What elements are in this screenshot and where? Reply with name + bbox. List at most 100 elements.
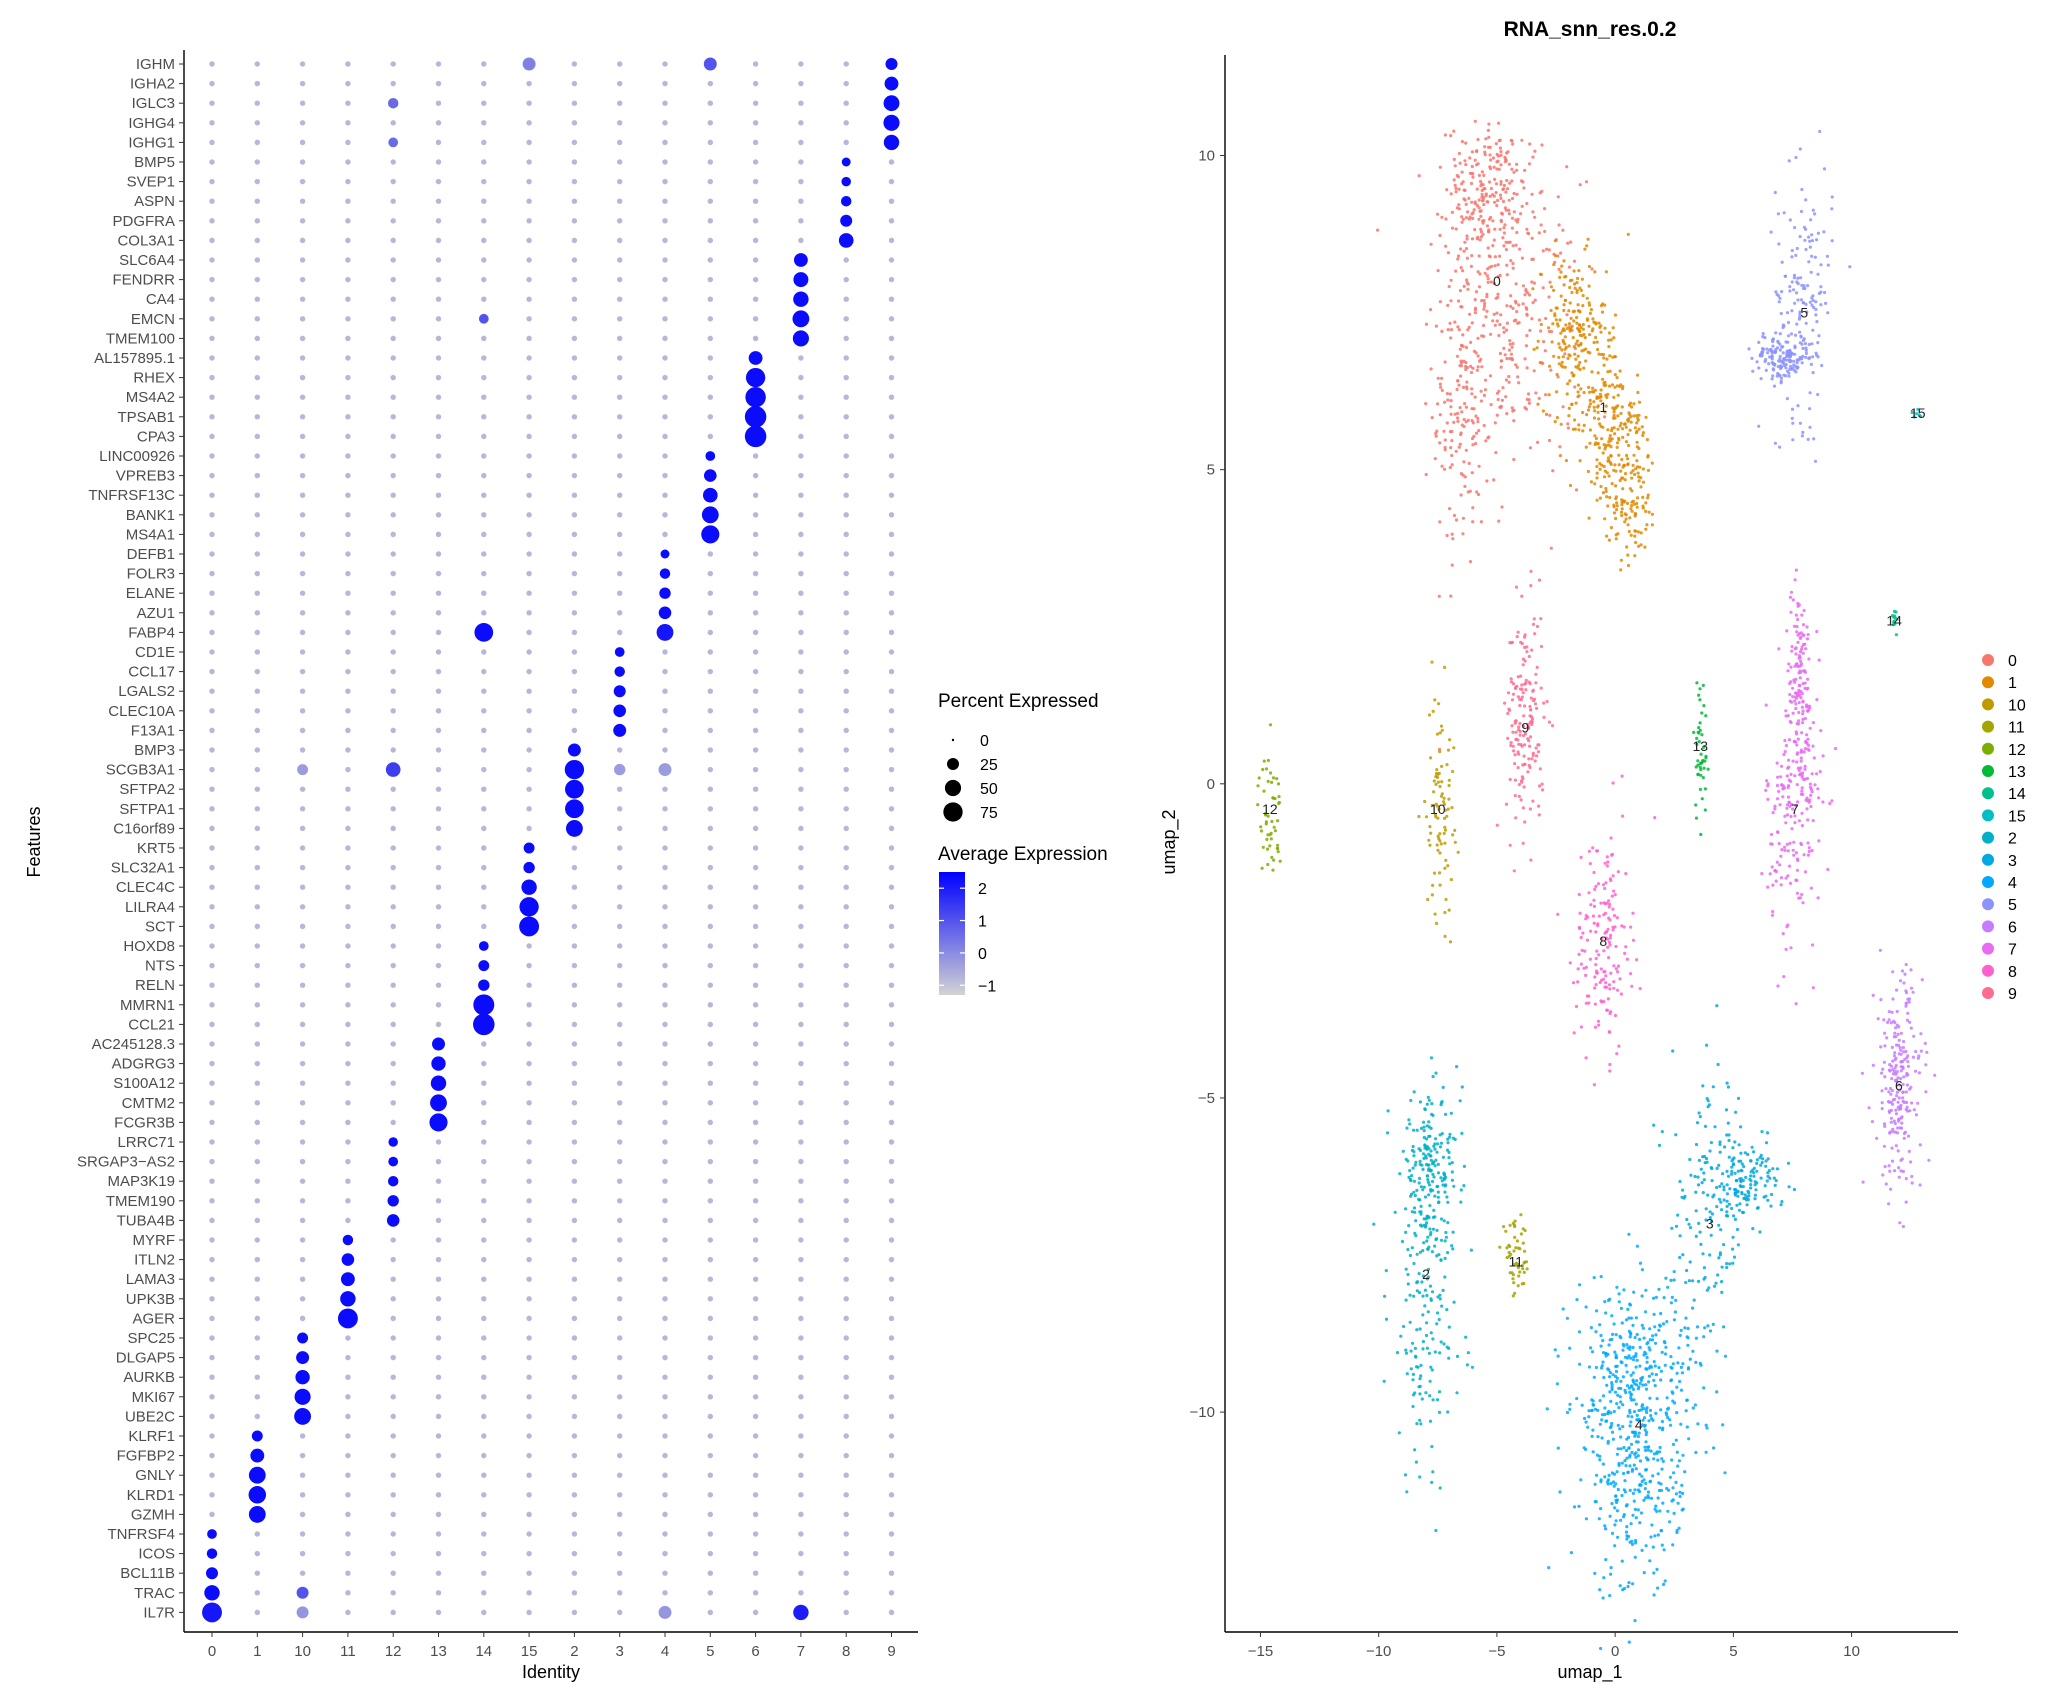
umap-point bbox=[1771, 362, 1776, 366]
umap-point bbox=[1899, 1065, 1903, 1069]
umap-point bbox=[1817, 334, 1821, 338]
umap-point bbox=[1609, 878, 1613, 883]
umap-point bbox=[1604, 486, 1608, 491]
umap-point bbox=[1717, 1163, 1721, 1167]
background-dot bbox=[299, 551, 306, 557]
umap-point bbox=[1453, 412, 1457, 416]
background-dot bbox=[707, 1217, 714, 1224]
umap-point bbox=[1636, 390, 1640, 395]
umap-point bbox=[1795, 366, 1799, 370]
umap-point bbox=[1635, 465, 1640, 469]
background-dot bbox=[390, 1492, 396, 1498]
umap-point bbox=[1810, 849, 1814, 853]
umap-point bbox=[1798, 341, 1802, 345]
umap-point bbox=[1826, 263, 1830, 267]
background-dot bbox=[752, 61, 759, 67]
umap-point bbox=[1422, 1185, 1426, 1189]
umap-point bbox=[1644, 415, 1648, 419]
umap-point bbox=[1470, 436, 1475, 441]
umap-point bbox=[1489, 332, 1493, 336]
umap-point bbox=[1704, 1157, 1709, 1161]
background-dot bbox=[345, 610, 351, 616]
umap-point bbox=[1599, 399, 1603, 403]
umap-point bbox=[1443, 1190, 1447, 1194]
background-dot bbox=[888, 1374, 895, 1380]
background-dot bbox=[209, 1452, 215, 1459]
umap-point bbox=[1470, 471, 1474, 475]
umap-point bbox=[1526, 727, 1531, 731]
background-dot bbox=[843, 1276, 849, 1282]
background-dot bbox=[299, 237, 306, 244]
umap-point bbox=[1434, 1237, 1439, 1241]
background-dot bbox=[616, 845, 623, 851]
umap-point bbox=[1685, 1217, 1689, 1222]
background-dot bbox=[707, 1060, 714, 1067]
umap-point bbox=[1530, 757, 1534, 761]
background-dot bbox=[209, 1335, 215, 1341]
identity-tick-label: 0 bbox=[208, 1643, 216, 1660]
umap-point bbox=[1527, 232, 1531, 236]
umap-point bbox=[1428, 843, 1432, 847]
umap-point bbox=[1477, 217, 1481, 221]
background-dot bbox=[526, 414, 532, 420]
background-dot bbox=[798, 159, 804, 165]
umap-point bbox=[1910, 1174, 1914, 1179]
umap-point bbox=[1775, 860, 1779, 864]
umap-point bbox=[1517, 1274, 1521, 1278]
background-dot bbox=[616, 316, 623, 322]
background-dot bbox=[707, 1433, 714, 1439]
umap-point bbox=[1708, 1149, 1712, 1153]
umap-point bbox=[1715, 1349, 1719, 1353]
umap-point bbox=[1785, 803, 1790, 807]
umap-point bbox=[1500, 505, 1504, 509]
background-dot bbox=[616, 1021, 623, 1028]
umap-point bbox=[1784, 362, 1788, 367]
background-dot bbox=[390, 708, 396, 714]
umap-point bbox=[1823, 290, 1827, 295]
umap-point bbox=[1510, 640, 1514, 645]
marker-dot bbox=[567, 743, 581, 757]
umap-point bbox=[1483, 302, 1487, 306]
umap-point bbox=[1819, 285, 1823, 289]
umap-point bbox=[1635, 414, 1639, 418]
umap-point bbox=[1535, 754, 1539, 758]
background-dot bbox=[481, 453, 487, 459]
umap-point bbox=[1487, 217, 1492, 221]
umap-point bbox=[1423, 1288, 1427, 1292]
umap-point bbox=[1795, 630, 1799, 634]
background-dot bbox=[843, 1002, 849, 1008]
background-dot bbox=[435, 1217, 442, 1224]
background-dot bbox=[390, 845, 396, 851]
umap-point bbox=[1807, 846, 1811, 850]
umap-point bbox=[1579, 325, 1583, 330]
feature-tick-label: TUBA4B bbox=[117, 1212, 175, 1229]
background-dot bbox=[888, 1394, 895, 1400]
umap-point bbox=[1592, 416, 1597, 420]
background-dot bbox=[571, 1315, 578, 1322]
umap-point bbox=[1505, 321, 1509, 325]
background-dot bbox=[299, 864, 306, 871]
umap-point bbox=[1593, 986, 1597, 990]
umap-point bbox=[1508, 339, 1512, 343]
umap-point bbox=[1509, 677, 1513, 681]
background-dot bbox=[662, 1041, 668, 1047]
background-dot bbox=[254, 864, 261, 871]
umap-point bbox=[1522, 1261, 1526, 1265]
umap-point bbox=[1804, 355, 1808, 359]
umap-point bbox=[1904, 991, 1909, 995]
umap-point bbox=[1449, 405, 1453, 409]
umap-point bbox=[1425, 1321, 1429, 1325]
umap-point bbox=[1785, 397, 1789, 401]
umap-point bbox=[1563, 298, 1567, 303]
umap-point bbox=[1634, 431, 1638, 435]
background-dot bbox=[662, 649, 668, 655]
background-dot bbox=[435, 1002, 442, 1008]
umap-point bbox=[1449, 278, 1453, 282]
background-dot bbox=[571, 394, 578, 400]
umap-point bbox=[1266, 862, 1270, 867]
marker-dot bbox=[474, 623, 494, 642]
background-dot bbox=[254, 1335, 261, 1341]
umap-point bbox=[1597, 1023, 1601, 1027]
background-dot bbox=[254, 1237, 261, 1243]
background-dot bbox=[707, 394, 714, 400]
